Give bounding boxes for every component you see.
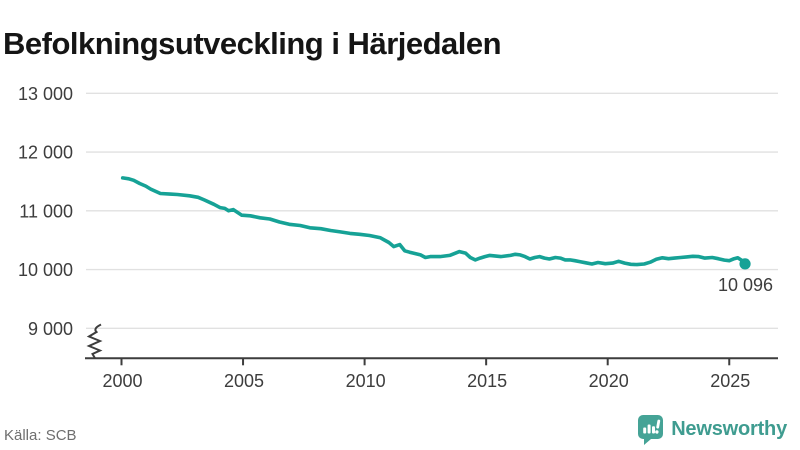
- latest-point-marker: [739, 258, 751, 270]
- x-axis-tick-label: 2005: [224, 371, 264, 391]
- newsworthy-bar-chart-speech-bubble-icon: [638, 414, 664, 445]
- x-axis-tick-label: 2010: [346, 371, 386, 391]
- newsworthy-logo: Newsworthy: [637, 413, 787, 445]
- page-title: Befolkningsutveckling i Härjedalen: [3, 25, 502, 61]
- x-axis-tick-label: 2000: [102, 371, 142, 391]
- bar-1: [643, 427, 647, 433]
- y-axis-break-icon: [86, 323, 103, 359]
- latest-value-label: 10 096: [718, 275, 773, 295]
- y-axis-tick-label: 9 000: [28, 319, 73, 339]
- x-axis-tick-label: 2020: [589, 371, 629, 391]
- y-axis-tick-label: 12 000: [18, 143, 73, 163]
- newsworthy-wordmark: Newsworthy: [671, 417, 787, 440]
- exclamation-mark: [655, 419, 661, 434]
- source-label: Källa: SCB: [4, 427, 77, 444]
- x-axis-tick-label: 2025: [710, 371, 750, 391]
- y-axis-tick-label: 10 000: [18, 260, 73, 280]
- y-axis-tick-label: 13 000: [18, 84, 73, 104]
- x-axis-tick-label: 2015: [467, 371, 507, 391]
- population-line: [120, 176, 747, 267]
- bar-3: [652, 425, 656, 433]
- bar-2: [647, 424, 651, 433]
- y-axis-tick-label: 11 000: [19, 201, 73, 221]
